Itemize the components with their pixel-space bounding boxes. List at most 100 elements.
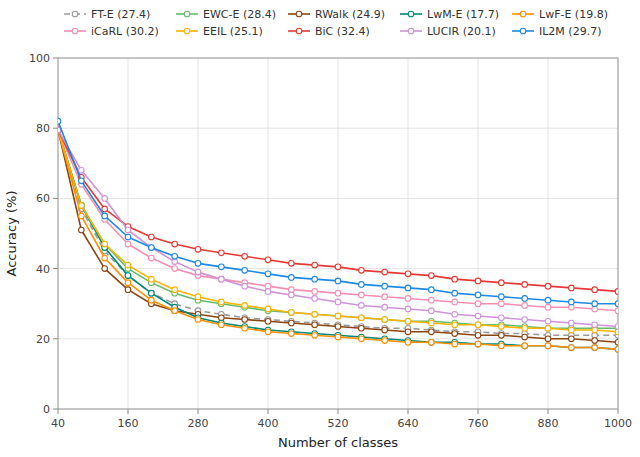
point <box>312 311 318 317</box>
legend-label: FT-E (27.4) <box>91 8 150 21</box>
legend-label: BiC (32.4) <box>315 25 370 38</box>
tick-label: 0 <box>43 403 50 416</box>
point <box>499 332 505 338</box>
point <box>499 301 505 307</box>
point <box>429 340 435 346</box>
series <box>58 127 618 294</box>
point <box>569 336 575 342</box>
point <box>289 261 295 267</box>
grid-line <box>58 128 618 129</box>
point <box>125 241 131 247</box>
point <box>405 340 411 346</box>
point <box>219 276 225 282</box>
tick-label: 1000 <box>604 417 632 430</box>
point <box>265 318 271 324</box>
legend-marker <box>72 28 78 34</box>
point <box>195 294 201 300</box>
point <box>242 268 248 274</box>
grid-line <box>338 58 339 409</box>
point <box>289 275 295 281</box>
point <box>545 283 551 289</box>
legend-label: LUCIR (20.1) <box>427 25 496 38</box>
point <box>429 329 435 335</box>
point <box>172 308 178 314</box>
point <box>452 341 458 347</box>
tick <box>478 409 479 414</box>
point <box>79 168 85 174</box>
grid-line <box>58 198 618 199</box>
legend-item: RWalk (24.9) <box>288 8 385 21</box>
series <box>58 127 618 352</box>
point <box>592 322 598 328</box>
point <box>312 322 318 328</box>
legend-item: EWC-E (28.4) <box>176 8 276 21</box>
series-line <box>58 130 618 332</box>
point <box>312 311 318 317</box>
tick-label: 80 <box>36 122 50 135</box>
point <box>382 317 388 323</box>
point <box>289 331 295 337</box>
point <box>569 345 575 351</box>
tick <box>338 409 339 414</box>
tick-label: 520 <box>328 417 349 430</box>
chart: 401602804005206407608801000020406080100N… <box>0 0 640 457</box>
point <box>522 343 528 349</box>
tick-label: 280 <box>188 417 209 430</box>
point <box>242 254 248 260</box>
point <box>359 282 365 288</box>
point <box>125 287 131 293</box>
point <box>475 332 481 338</box>
point <box>219 299 225 305</box>
point <box>405 329 411 335</box>
point <box>429 297 435 303</box>
point <box>522 303 528 309</box>
legend-marker <box>184 28 190 34</box>
point <box>475 301 481 307</box>
series-line <box>58 130 618 291</box>
tick-label: 60 <box>36 192 50 205</box>
point <box>102 255 108 261</box>
point <box>545 297 551 303</box>
point <box>289 292 295 298</box>
tick-label: 640 <box>398 417 419 430</box>
point <box>569 327 575 333</box>
point <box>499 280 505 286</box>
point <box>545 343 551 349</box>
tick <box>53 128 58 129</box>
series-line <box>58 130 618 335</box>
point <box>569 320 575 326</box>
point <box>359 315 365 321</box>
series-line <box>58 130 618 327</box>
point <box>335 278 341 284</box>
tick <box>53 268 58 269</box>
legend-label: LwF-E (19.8) <box>539 8 608 21</box>
point <box>102 206 108 212</box>
point <box>335 324 341 330</box>
legend-marker <box>296 11 302 17</box>
point <box>172 287 178 293</box>
series <box>58 127 618 352</box>
point <box>265 306 271 312</box>
point <box>265 289 271 295</box>
point <box>149 255 155 261</box>
point <box>359 268 365 274</box>
legend-marker <box>520 28 526 34</box>
point <box>125 234 131 240</box>
legend-label: EEIL (25.1) <box>203 25 263 38</box>
point <box>289 310 295 316</box>
legend-item: EEIL (25.1) <box>176 25 263 38</box>
point <box>615 324 618 330</box>
point <box>405 318 411 324</box>
series-line <box>58 130 618 349</box>
point <box>125 227 131 233</box>
point <box>172 241 178 247</box>
point <box>265 257 271 263</box>
legend-item: IL2M (29.7) <box>512 25 601 38</box>
legend-marker <box>184 11 190 17</box>
point <box>569 345 575 351</box>
point <box>522 343 528 349</box>
series <box>58 118 618 306</box>
point <box>382 338 388 344</box>
point <box>499 343 505 349</box>
grid <box>58 58 618 409</box>
